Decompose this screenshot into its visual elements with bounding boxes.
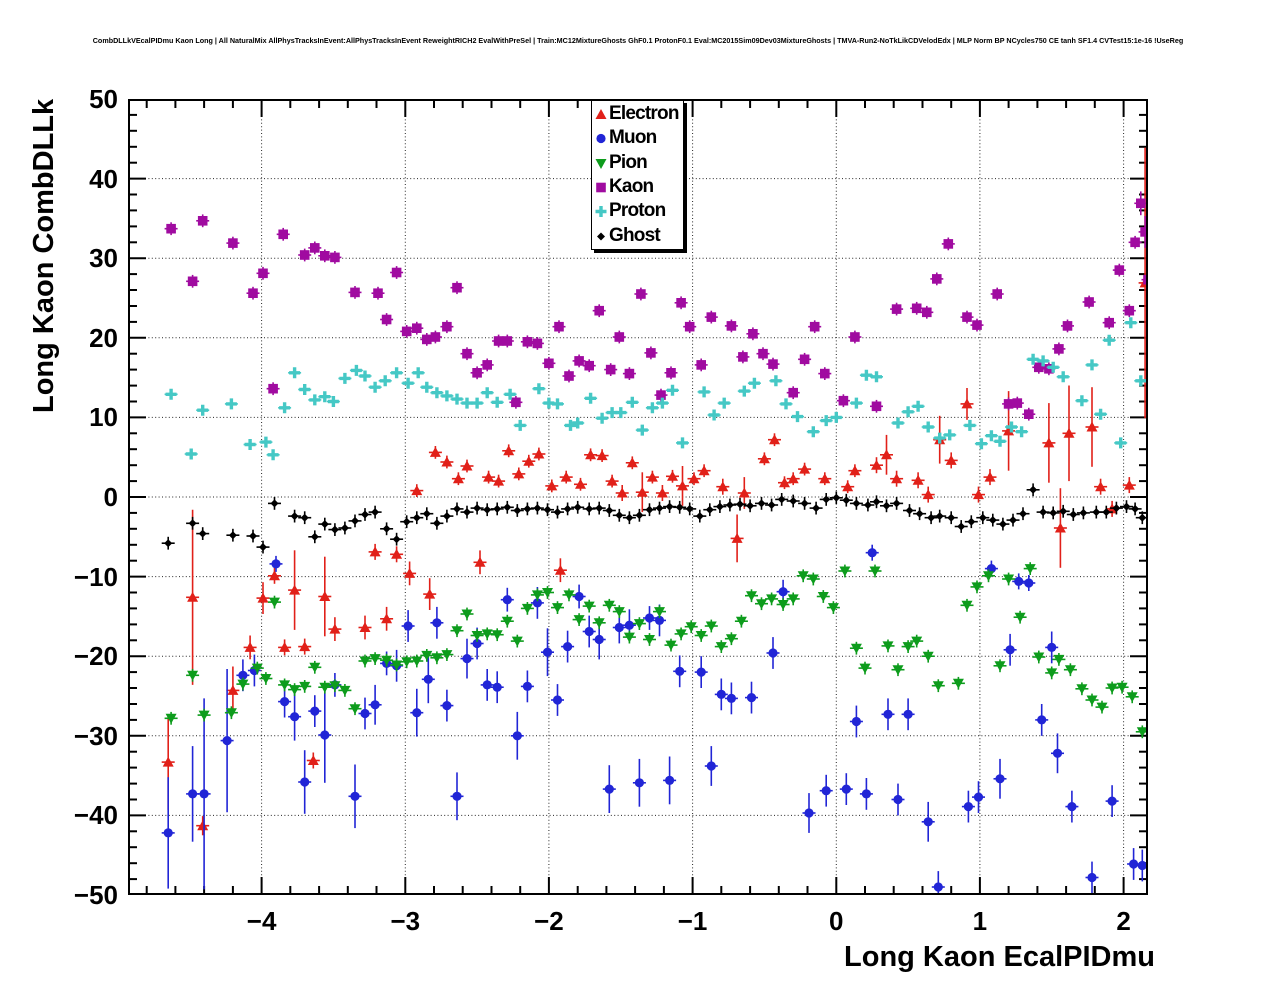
y-tick-label: 50: [89, 84, 118, 114]
x-tick-label: 1: [972, 906, 988, 936]
y-tick-label: 10: [89, 402, 118, 433]
plot-svg: [128, 99, 1148, 895]
plot-area: [128, 99, 1148, 895]
triangle-down-marker-icon: [595, 158, 607, 169]
cross-marker-icon: [595, 206, 607, 218]
legend-label: Ghost: [609, 224, 661, 246]
x-axis-title: Long Kaon EcalPIDmu: [844, 941, 1155, 973]
x-tick-label: 2: [1116, 906, 1131, 936]
legend-label: Electron: [609, 103, 679, 125]
legend-item-proton: Proton: [592, 199, 683, 223]
x-tick-label: −3: [390, 906, 421, 936]
x-tick-label: −1: [677, 906, 708, 936]
legend-item-pion: Pion: [592, 151, 683, 175]
y-tick-label: −20: [73, 641, 118, 672]
legend-item-muon: Muon: [592, 126, 683, 150]
y-tick-label: −40: [73, 800, 118, 831]
y-tick-label: 30: [89, 243, 118, 274]
y-tick-label: 20: [89, 322, 118, 353]
y-tick-label: −10: [73, 561, 118, 592]
legend-label: Proton: [609, 200, 666, 222]
chart-title: CombDLLkVEcalPIDmu Kaon Long | All Natur…: [92, 36, 1184, 45]
legend-item-ghost: Ghost: [592, 224, 683, 248]
legend-item-electron: Electron: [592, 102, 683, 126]
y-tick-label: −50: [73, 880, 118, 910]
legend-label: Muon: [609, 127, 657, 149]
circle-marker-icon: [596, 134, 606, 144]
y-tick-label: −30: [73, 720, 118, 751]
square-marker-icon: [596, 182, 606, 193]
y-tick-label: 40: [89, 163, 118, 194]
legend: Electron Muon Pion Kaon Proton Ghost: [591, 100, 684, 250]
x-tick-label: −2: [534, 906, 564, 936]
x-tick-label: −4: [246, 906, 277, 936]
y-tick-label: 0: [103, 482, 118, 512]
legend-item-kaon: Kaon: [592, 175, 683, 199]
legend-label: Pion: [609, 151, 648, 173]
triangle-up-marker-icon: [595, 109, 607, 120]
diamond-marker-icon: [597, 232, 605, 241]
legend-label: Kaon: [609, 176, 654, 198]
x-tick-label: 0: [829, 906, 844, 936]
